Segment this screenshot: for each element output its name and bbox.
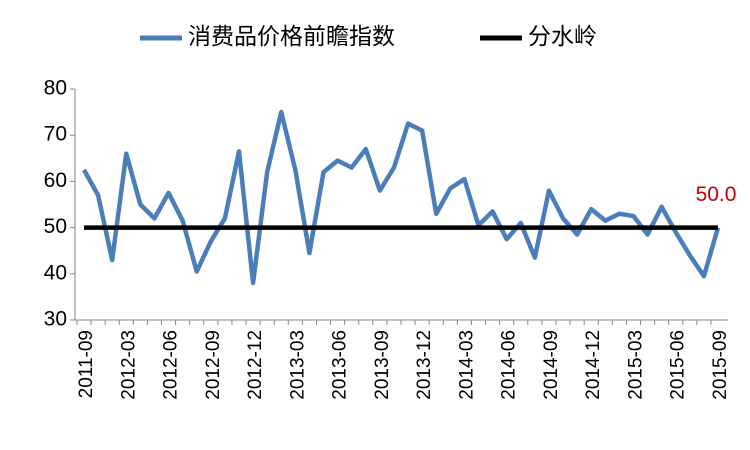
value-label: 50.0 [696, 183, 737, 206]
x-tick-label: 2013-03 [287, 330, 308, 400]
x-tick-label: 2015-06 [668, 330, 689, 400]
x-tick-label: 2012-03 [118, 330, 139, 400]
x-tick-label: 2012-06 [161, 330, 182, 400]
x-tick-label: 2014-06 [499, 330, 520, 400]
y-tick-label: 30 [44, 308, 67, 331]
x-tick-label: 2011-09 [76, 330, 97, 398]
series-line [82, 109, 721, 286]
x-tick-label: 2014-12 [583, 330, 604, 400]
x-tick-label: 2013-12 [414, 330, 435, 400]
y-tick-label: 50 [44, 215, 67, 238]
legend-label: 消费品价格前瞻指数 [188, 23, 395, 49]
y-tick-label: 40 [44, 261, 67, 284]
legend-label: 分水岭 [528, 23, 597, 49]
x-tick-label: 2013-09 [372, 330, 393, 400]
x-tick-label: 2012-12 [245, 330, 266, 400]
x-tick-label: 2015-09 [710, 330, 731, 400]
x-tick-label: 2014-09 [541, 330, 562, 400]
x-tick-label: 2013-06 [330, 330, 351, 400]
x-tick-label: 2015-03 [625, 330, 646, 400]
x-tick-label: 2014-03 [456, 330, 477, 400]
y-tick-label: 80 [44, 77, 67, 100]
x-tick-label: 2012-09 [203, 330, 224, 400]
y-tick-label: 60 [44, 169, 67, 192]
y-tick-label: 70 [44, 123, 67, 146]
